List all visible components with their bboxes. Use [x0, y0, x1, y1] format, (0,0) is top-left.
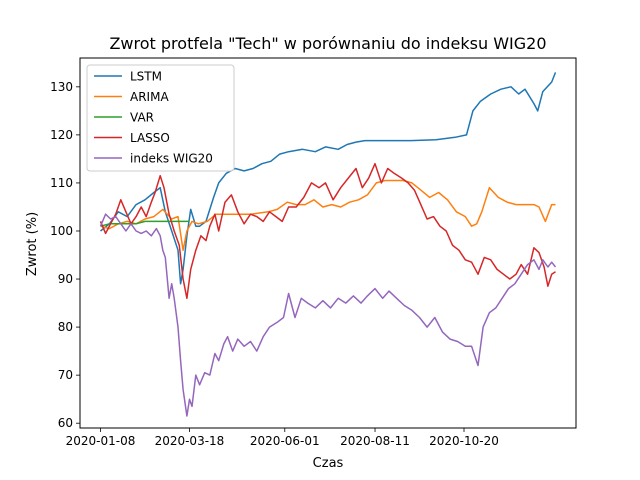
y-tick-label-5: 110	[50, 176, 73, 190]
plot-frame	[79, 57, 577, 429]
y-tick-label-6: 120	[50, 128, 73, 142]
legend: LSTM ARIMA VAR LASSO indeks WIG20	[86, 64, 235, 172]
series-line-1	[100, 179, 556, 251]
y-tick-label-3: 90	[58, 272, 73, 286]
x-tick-label-0: 2020-01-08	[66, 434, 136, 448]
y-tick-label-0: 60	[58, 416, 73, 430]
legend-box	[86, 64, 235, 172]
legend-label-2: VAR	[130, 111, 154, 125]
y-tick-label-2: 80	[58, 320, 73, 334]
y-axis-label: Zwrot (%)	[25, 212, 40, 276]
series-line-2	[100, 220, 190, 227]
series-line-3	[99, 162, 556, 300]
x-axis-label: Czas	[313, 456, 344, 471]
chart-title: Zwrot protfela "Tech" w porównaniu do in…	[109, 34, 546, 53]
legend-label-0: LSTM	[130, 70, 162, 84]
series-layer	[99, 72, 557, 417]
x-tick-label-3: 2020-08-11	[340, 434, 410, 448]
y-tick-label-7: 130	[50, 80, 73, 94]
legend-label-1: ARIMA	[130, 90, 169, 104]
y-tick-label-1: 70	[58, 368, 73, 382]
y-axis: 60 70 80 90 100 110 120 130	[50, 80, 80, 430]
x-axis: 2020-01-08 2020-03-18 2020-06-01 2020-08-11…	[66, 428, 499, 448]
y-tick-label-4: 100	[50, 224, 73, 238]
legend-label-3: LASSO	[130, 131, 170, 145]
x-tick-label-4: 2020-10-20	[429, 434, 499, 448]
series-line-4	[99, 213, 557, 417]
legend-label-4: indeks WIG20	[130, 152, 213, 166]
x-tick-label-2: 2020-06-01	[250, 434, 320, 448]
x-tick-label-1: 2020-03-18	[155, 434, 225, 448]
